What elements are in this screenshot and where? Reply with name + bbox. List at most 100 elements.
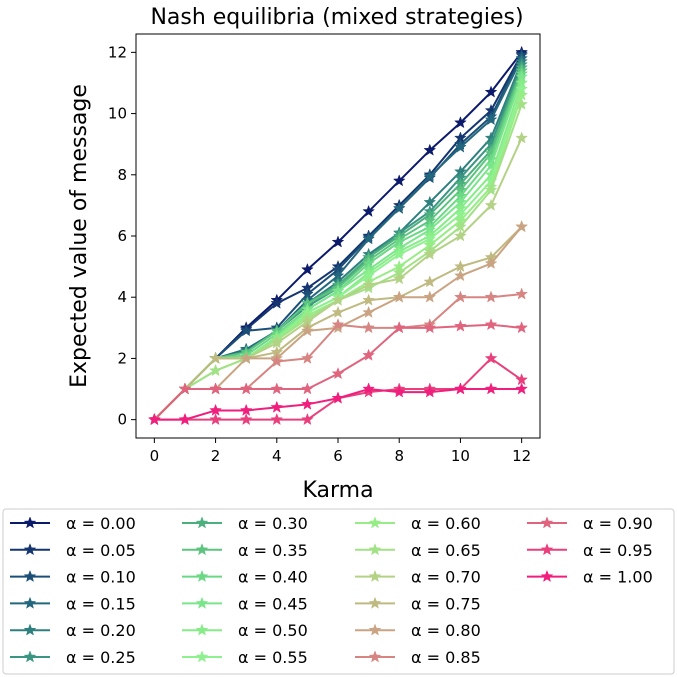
data-point	[239, 351, 253, 364]
data-point	[362, 382, 375, 395]
plot-area	[135, 33, 541, 439]
legend-swatch-marker	[23, 623, 37, 636]
data-point	[331, 293, 345, 306]
data-point	[484, 256, 498, 269]
data-point	[392, 247, 406, 260]
data-point	[454, 229, 467, 242]
data-point	[270, 412, 284, 426]
legend-swatch-marker	[195, 543, 209, 556]
data-point	[454, 382, 467, 395]
data-point	[209, 382, 222, 395]
legend-label: α = 0.45	[238, 594, 308, 613]
legend-entry: α = 0.45	[182, 594, 308, 613]
legend-swatch-marker	[368, 516, 382, 529]
data-point	[484, 198, 498, 211]
y-tick-label: 4	[117, 288, 127, 306]
data-point	[147, 412, 161, 426]
data-point	[484, 318, 498, 331]
data-point	[484, 183, 498, 196]
legend-entry: α = 0.60	[355, 514, 481, 533]
legend-swatch-marker	[23, 569, 37, 583]
legend-entry: α = 0.90	[527, 514, 653, 533]
x-tick-label: 4	[272, 447, 282, 465]
data-point	[454, 140, 467, 153]
legend-label: α = 0.20	[66, 621, 136, 640]
x-tick-label: 10	[451, 447, 470, 465]
data-point	[515, 382, 529, 395]
data-point	[209, 363, 222, 377]
legend-entry: α = 0.35	[182, 541, 308, 560]
y-tick-label: 6	[117, 227, 127, 245]
legend-entry: α = 0.20	[10, 621, 136, 640]
legend-swatch-marker	[368, 623, 382, 636]
legend-swatch-marker	[23, 596, 37, 609]
data-point	[301, 262, 314, 276]
data-point	[331, 235, 345, 248]
legend-label: α = 0.15	[66, 594, 136, 613]
legend-swatch-marker	[195, 596, 209, 609]
legend-entry: α = 0.80	[355, 621, 481, 640]
x-tick-label: 6	[333, 447, 343, 465]
legend-swatch-marker	[540, 569, 554, 583]
data-point	[178, 382, 192, 395]
data-point	[362, 232, 375, 245]
legend: α = 0.00 α = 0.05 α = 0.10 α = 0.15 α = 0.20…	[2, 508, 675, 675]
legend-label: α = 0.60	[411, 514, 481, 533]
chart-title: Nash equilibria (mixed strategies)	[150, 5, 523, 30]
legend-label: α = 0.25	[66, 648, 136, 667]
data-point	[515, 287, 529, 300]
legend-entry: α = 0.10	[10, 568, 136, 587]
legend-label: α = 0.10	[66, 568, 136, 587]
data-point	[209, 412, 222, 426]
legend-label: α = 0.90	[583, 514, 653, 533]
data-point	[392, 201, 406, 214]
legend-swatch-marker	[23, 543, 37, 556]
data-point	[484, 290, 498, 303]
legend-label: α = 0.55	[238, 648, 308, 667]
data-point	[392, 385, 406, 398]
data-point	[239, 382, 253, 395]
legend-swatch-marker	[195, 516, 209, 529]
legend-swatch-marker	[195, 569, 209, 583]
legend-entry: α = 0.05	[10, 541, 136, 560]
data-point	[239, 324, 253, 337]
x-tick-label: 0	[150, 447, 160, 465]
legend-label: α = 0.40	[238, 568, 308, 587]
legend-label: α = 0.35	[238, 541, 308, 560]
data-point	[239, 403, 253, 416]
y-tick-label: 10	[108, 105, 127, 123]
legend-entry: α = 0.25	[10, 648, 136, 667]
data-point	[515, 97, 529, 110]
legend-label: α = 0.65	[411, 541, 481, 560]
series-18	[147, 318, 529, 426]
data-point	[239, 412, 253, 426]
x-axis-label: Karma	[302, 478, 373, 503]
data-point	[515, 220, 529, 233]
x-tick-label: 12	[512, 447, 531, 465]
data-point	[454, 319, 467, 332]
data-point	[209, 403, 222, 416]
data-point	[515, 131, 529, 144]
data-point	[423, 247, 437, 260]
data-point	[423, 385, 437, 398]
legend-label: α = 0.05	[66, 541, 136, 560]
data-point	[270, 382, 284, 395]
legend-swatch-marker	[23, 650, 37, 663]
y-tick-label: 12	[108, 43, 127, 61]
legend-swatch-marker	[540, 516, 554, 529]
y-axis-label: Expected value of message	[67, 84, 92, 388]
data-point	[178, 412, 192, 426]
data-point	[392, 174, 406, 187]
data-point	[484, 382, 498, 395]
data-point	[362, 278, 375, 291]
legend-swatch-marker	[195, 650, 209, 663]
legend-label: α = 1.00	[583, 568, 653, 587]
legend-label: α = 0.85	[411, 648, 481, 667]
data-point	[362, 321, 375, 334]
legend-entry: α = 0.85	[355, 648, 481, 667]
data-point	[423, 169, 437, 182]
legend-entry: α = 0.30	[182, 514, 308, 533]
legend-label: α = 0.00	[66, 514, 136, 533]
legend-swatch-marker	[195, 623, 209, 636]
y-tick-label: 0	[117, 411, 127, 429]
